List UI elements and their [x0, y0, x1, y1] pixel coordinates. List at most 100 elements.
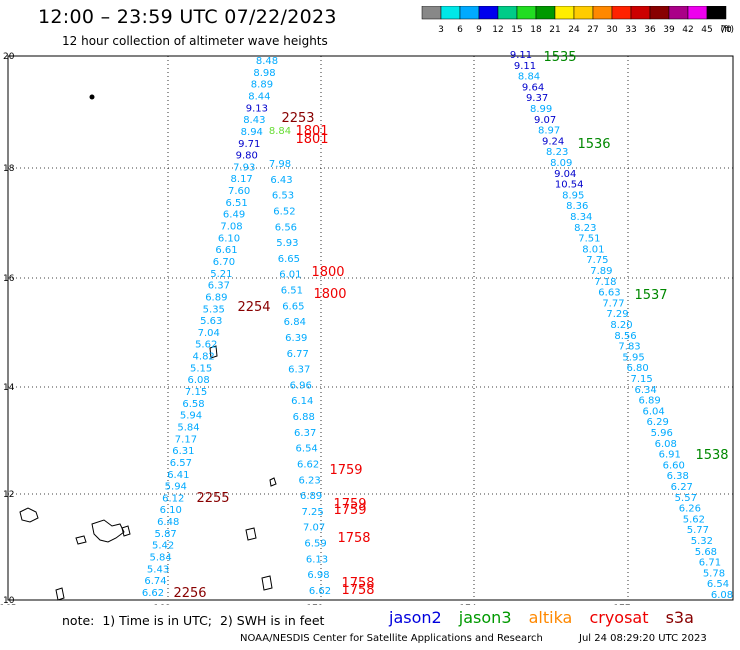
swh-label-pass-b: 6.39 [285, 333, 307, 344]
swh-label-pass-c: 6.34 [634, 385, 656, 396]
swh-label-pass-c: 9.07 [534, 115, 556, 126]
island-outline [75, 535, 87, 545]
legend-cryosat: cryosat [589, 608, 649, 627]
swh-label-pass-a: 6.31 [172, 446, 194, 457]
swh-label-pass-b: 6.23 [298, 475, 320, 486]
scale-tick-label: 70 [720, 25, 732, 35]
swh-label-pass-b: 6.84 [284, 317, 306, 328]
swh-label-pass-c: 8.84 [518, 72, 540, 83]
wave-height-map: 1651681711741772018161412108.488.988.898… [0, 50, 734, 605]
swh-label-pass-a: 5.87 [155, 529, 177, 540]
longitude-tick-label: 171 [306, 604, 323, 605]
swh-label-pass-c: 6.08 [711, 590, 733, 601]
units-note: note: 1) Time is in UTC; 2) SWH is in fe… [62, 613, 325, 628]
time-label: 1759 [329, 463, 362, 478]
latitude-tick-label: 14 [3, 383, 15, 393]
swh-label-pass-c: 5.95 [622, 352, 644, 363]
scale-swatch [706, 6, 727, 20]
scale-tick-label: 36 [644, 25, 656, 35]
island-outline [245, 527, 257, 541]
swh-label-pass-b: 6.52 [273, 206, 295, 217]
swh-label-pass-a: 6.37 [208, 281, 230, 292]
swh-label-pass-b: 6.62 [309, 586, 331, 597]
latitude-tick-label: 12 [3, 490, 14, 500]
swh-label-pass-a: 7.15 [185, 387, 207, 398]
swh-label-pass-a: 9.13 [246, 103, 268, 114]
island-outline [269, 477, 277, 487]
scale-tick-label: 12 [492, 25, 503, 35]
legend-jason3: jason3 [458, 608, 512, 627]
swh-label-pass-a: 5.84 [149, 553, 171, 564]
swh-label-pass-a: 6.12 [162, 493, 184, 504]
swh-label-pass-c: 5.77 [687, 525, 709, 536]
longitude-tick-label: 174 [459, 604, 476, 605]
swh-label-pass-c: 6.89 [639, 396, 661, 407]
swh-label-pass-c: 7.51 [578, 234, 600, 245]
swh-label-pass-c: 7.29 [606, 309, 628, 320]
legend-altika: altika [528, 608, 573, 627]
swh-label-pass-c: 8.01 [582, 244, 604, 255]
swh-label-pass-b: 6.65 [282, 301, 304, 312]
swh-label-pass-a: 8.44 [248, 91, 270, 102]
swh-label-pass-c: 9.37 [526, 93, 548, 104]
swh-label-pass-a: 7.17 [175, 434, 197, 445]
time-label: 1800 [311, 265, 344, 280]
swh-label-pass-b: 7.98 [269, 159, 291, 170]
swh-label-pass-c: 5.96 [651, 428, 673, 439]
swh-label-pass-b: 6.53 [272, 191, 294, 202]
longitude-tick-label: 165 [0, 604, 17, 605]
scale-tick-label: 27 [587, 25, 598, 35]
scale-tick-label: 33 [625, 25, 636, 35]
legend-s3a: s3a [665, 608, 694, 627]
swh-label-pass-b: 6.56 [275, 222, 297, 233]
swh-label-pass-a: 5.62 [195, 340, 217, 351]
swh-label-pass-c: 6.60 [663, 460, 685, 471]
swh-label-pass-c: 9.64 [522, 82, 544, 93]
swh-label-pass-c: 6.04 [643, 406, 665, 417]
scale-tick-label: 45 [701, 25, 712, 35]
swh-label-pass-c: 6.63 [598, 288, 620, 299]
swh-label-pass-a: 5.35 [203, 304, 225, 315]
swh-label-pass-a: 5.43 [147, 564, 169, 575]
time-label: 1536 [577, 137, 610, 152]
swh-label-pass-a: 6.61 [215, 245, 237, 256]
swh-label-pass-b: 6.13 [306, 554, 328, 565]
swh-label-pass-c: 9.11 [510, 50, 532, 61]
swh-label-pass-c: 5.68 [695, 547, 717, 558]
scale-tick-label: 18 [530, 25, 542, 35]
swh-label-pass-b: 6.88 [293, 412, 315, 423]
swh-label-pass-c: 8.23 [574, 223, 596, 234]
swh-label-pass-a: 5.21 [210, 269, 232, 280]
longitude-tick-label: 177 [613, 604, 630, 605]
swh-label-pass-c: 9.24 [542, 136, 564, 147]
swh-label-pass-a: 8.94 [241, 127, 263, 138]
swh-label-pass-c: 5.78 [703, 568, 725, 579]
swh-label-pass-c: 6.71 [699, 558, 721, 569]
swh-label-pass-a: 5.15 [190, 363, 212, 374]
swh-label-pass-c: 6.08 [655, 439, 677, 450]
swh-label-pass-b: 6.51 [281, 286, 303, 297]
time-label: 1537 [634, 288, 667, 303]
swh-label-pass-c: 8.95 [562, 190, 584, 201]
time-label: 1801 [295, 132, 328, 147]
satellite-legend: jason2 jason3 altika cryosat s3a [389, 608, 706, 627]
swh-label-pass-a: 5.94 [165, 482, 187, 493]
time-label: 1535 [543, 50, 576, 65]
swh-label-pass-b: 6.65 [278, 254, 300, 265]
swh-label-pass-c: 7.15 [630, 374, 652, 385]
swh-label-pass-a: 8.17 [231, 174, 253, 185]
time-label: 1800 [313, 287, 346, 302]
swh-label-pass-c: 8.09 [550, 158, 572, 169]
longitude-tick-label: 168 [153, 604, 170, 605]
swh-label-pass-b: 6.59 [304, 539, 326, 550]
scale-unit-label: (ft) [720, 25, 734, 35]
swh-label-pass-c: 6.29 [647, 417, 669, 428]
swh-label-pass-c: 8.23 [546, 147, 568, 158]
swh-label-pass-c: 8.99 [530, 104, 552, 115]
swh-label-pass-a: 8.43 [243, 115, 265, 126]
time-label: 2256 [173, 586, 206, 601]
page-subtitle: 12 hour collection of altimeter wave hei… [62, 34, 328, 48]
island-dot [89, 94, 95, 100]
swh-label-pass-a: 6.51 [225, 198, 247, 209]
scale-tick-label: 21 [549, 25, 560, 35]
